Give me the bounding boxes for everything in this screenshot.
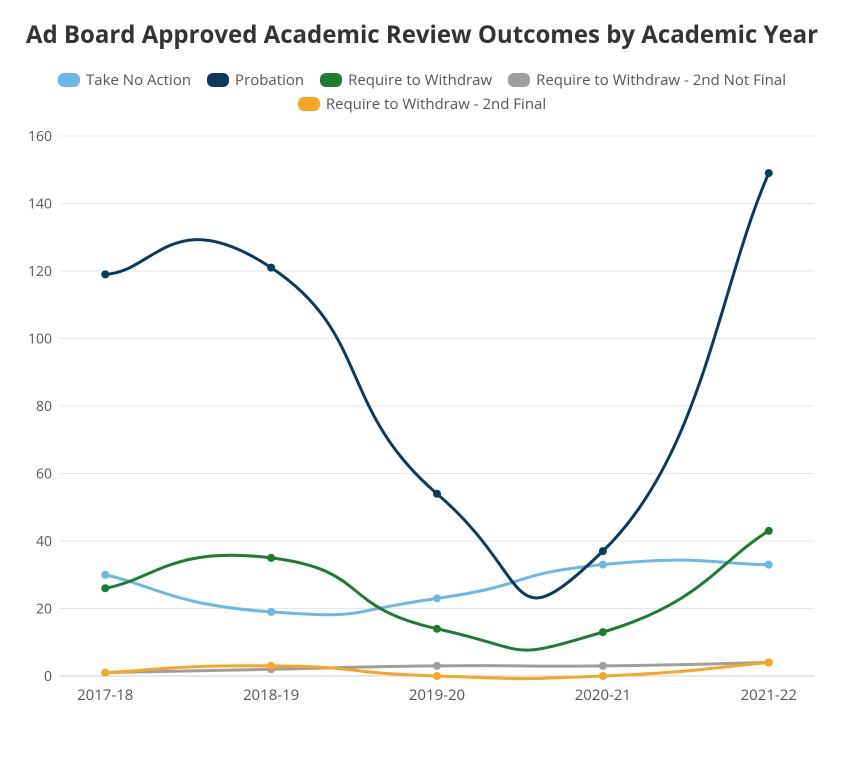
legend-label: Require to Withdraw - 2nd Final [326,94,546,114]
series-marker[interactable] [599,547,607,555]
y-axis-label: 40 [36,532,52,551]
series-marker[interactable] [599,628,607,636]
series-marker[interactable] [267,264,275,272]
chart-plot-area: 0 20 40 60 80 100 120 140 160 2017-18 2018-19 2019-… [10,126,834,716]
series-marker[interactable] [765,561,773,569]
legend-swatch [298,97,320,111]
series-marker[interactable] [267,554,275,562]
series-marker[interactable] [101,270,109,278]
series-marker[interactable] [101,669,109,677]
series-marker[interactable] [765,659,773,667]
series-marker[interactable] [599,561,607,569]
series-marker[interactable] [433,662,441,670]
series-marker[interactable] [101,584,109,592]
y-axis-label: 0 [44,667,52,686]
legend-swatch [207,73,229,87]
y-axis-label: 80 [36,397,52,416]
x-axis-label: 2017-18 [77,685,133,705]
chart-svg: 0 20 40 60 80 100 120 140 160 2017-18 2018-19 2019-… [10,126,834,716]
legend-item[interactable]: Require to Withdraw [320,70,492,90]
legend-item[interactable]: Take No Action [58,70,191,90]
series-marker[interactable] [267,608,275,616]
series-marker[interactable] [765,169,773,177]
x-axis-label: 2019-20 [409,685,465,705]
chart-title: Ad Board Approved Academic Review Outcom… [10,20,834,50]
series-marker[interactable] [433,594,441,602]
x-axis-label: 2018-19 [243,685,299,705]
legend-item[interactable]: Require to Withdraw - 2nd Not Final [508,70,786,90]
y-axis-label: 140 [28,195,52,214]
legend-item[interactable]: Require to Withdraw - 2nd Final [298,94,546,114]
legend-label: Probation [235,70,304,90]
y-axis-label: 100 [28,330,52,349]
legend-swatch [320,73,342,87]
chart-container: Ad Board Approved Academic Review Outcom… [0,0,854,726]
y-axis-label: 20 [36,600,52,619]
legend-swatch [58,73,80,87]
legend-label: Require to Withdraw [348,70,492,90]
chart-legend: Take No Action Probation Require to Withdr… [10,68,834,116]
series-marker[interactable] [101,571,109,579]
y-axis-label: 60 [36,465,52,484]
series-marker[interactable] [433,672,441,680]
series-marker[interactable] [267,662,275,670]
x-axis-label: 2021-22 [741,685,797,705]
x-axis-label: 2020-21 [575,685,631,705]
y-axis-label: 160 [28,127,52,146]
y-axis-label: 120 [28,262,52,281]
series-line[interactable] [105,173,769,598]
series-marker[interactable] [765,527,773,535]
series-marker[interactable] [433,490,441,498]
legend-label: Require to Withdraw - 2nd Not Final [536,70,786,90]
series-marker[interactable] [433,625,441,633]
legend-label: Take No Action [86,70,191,90]
series-marker[interactable] [599,662,607,670]
legend-item[interactable]: Probation [207,70,304,90]
series-marker[interactable] [599,672,607,680]
legend-swatch [508,73,530,87]
